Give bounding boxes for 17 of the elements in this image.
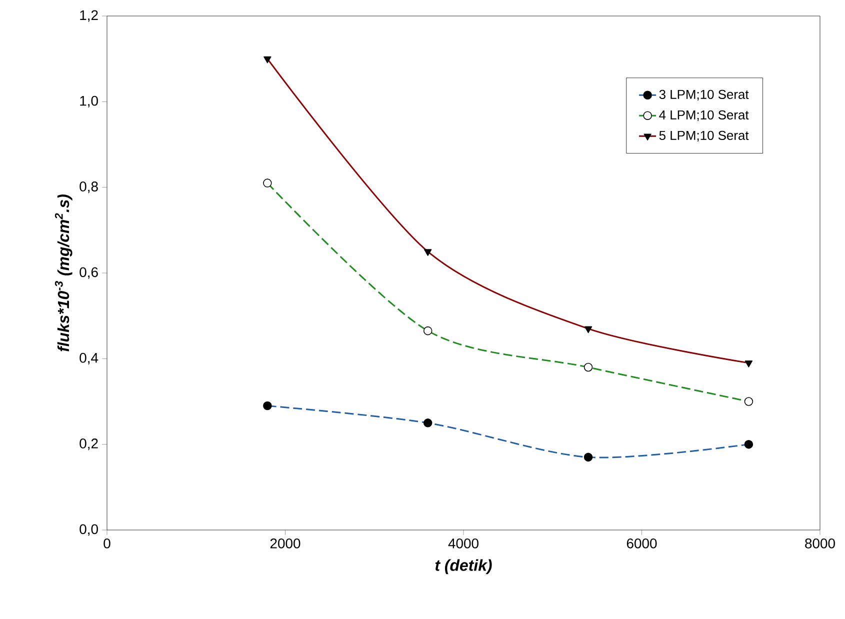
y-tick-label: 1,2 bbox=[80, 10, 98, 22]
legend-label: 3 LPM;10 Serat bbox=[659, 90, 749, 101]
x-tick-label: 8000 bbox=[805, 538, 835, 548]
x-tick-label: 2000 bbox=[270, 538, 300, 548]
y-tick-label: 0,8 bbox=[80, 182, 98, 194]
y-tick-label: 0,6 bbox=[80, 267, 98, 279]
x-tick-label: 0 bbox=[104, 538, 110, 548]
x-tick-label: 6000 bbox=[626, 538, 657, 548]
y-tick-label: 0,0 bbox=[80, 524, 98, 536]
legend-label: 4 LPM;10 Serat bbox=[659, 110, 749, 122]
y-axis-title: fluks*10$^{-3}$ (mg/cm$^{2}$.s) bbox=[54, 194, 72, 352]
y-tick-label: 0,2 bbox=[80, 438, 98, 450]
x-tick-label: 4000 bbox=[448, 538, 478, 548]
y-tick-label: 0,4 bbox=[80, 352, 98, 364]
x-axis-title: t (detik) bbox=[435, 559, 492, 574]
y-tick-label: 1,0 bbox=[80, 96, 98, 108]
legend-label: 5 LPM;10 Serat bbox=[659, 130, 749, 142]
